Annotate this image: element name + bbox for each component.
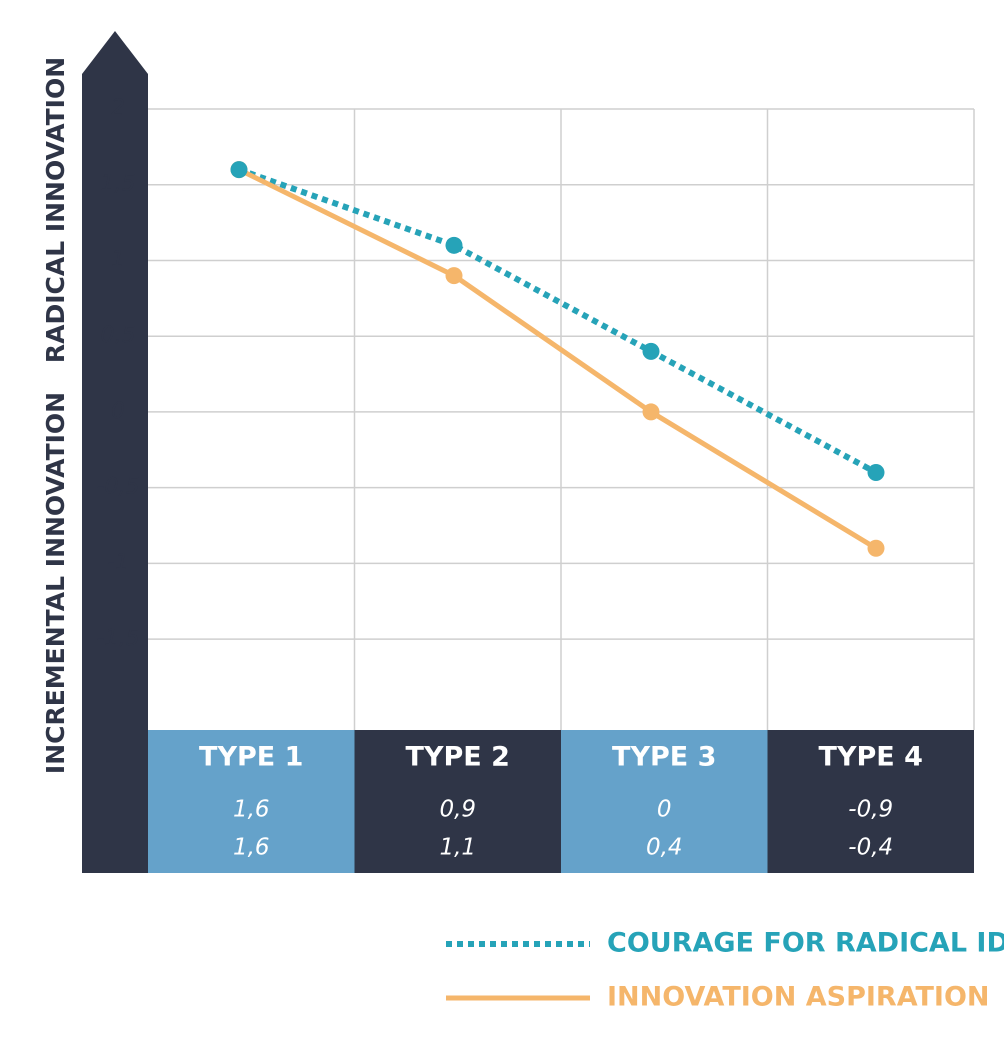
series-points (230, 161, 885, 557)
table-value-row1: 1,6 (233, 797, 270, 823)
data-table: TYPE 1 1,6 1,6 TYPE 2 0,9 1,1 TYPE 3 0 0,4 TYPE 4… (148, 730, 974, 873)
table-value-row2: 1,1 (439, 835, 476, 861)
y-axis-arrow (82, 31, 148, 873)
series-line-0 (238, 166, 878, 476)
grid (148, 108, 975, 730)
y-tick-label: 0,5 (101, 323, 136, 348)
series-point-0 (642, 342, 660, 360)
table-value-row2: 0,4 (646, 835, 683, 861)
series-point-0 (445, 236, 463, 254)
y-tick-label: 1 (111, 247, 125, 272)
y-tick-label: -1 (107, 550, 129, 575)
table-column-bg (148, 730, 355, 873)
y-tick-label: 2 (111, 96, 125, 121)
table-value-row2: -0,4 (848, 835, 893, 861)
series-line-1 (236, 167, 879, 551)
y-tick-labels: 2 1,5 1 0,5 0 -0,5 -1 -1,5 (97, 96, 140, 651)
category-label: TYPE 1 (199, 742, 303, 773)
y-tick-label: 1,5 (101, 172, 136, 197)
series-point-1 (642, 403, 660, 421)
table-column-bg (767, 730, 974, 873)
series-lines (236, 166, 879, 551)
table-column-bg (354, 730, 561, 873)
series-point-1 (867, 539, 885, 557)
category-label: TYPE 4 (819, 742, 923, 773)
table-value-row1: -0,9 (848, 797, 893, 823)
series-point-0 (867, 464, 885, 482)
y-label-incremental: INCREMENTAL INNOVATION (41, 392, 70, 774)
category-label: TYPE 3 (612, 742, 716, 773)
series-point-0 (230, 161, 248, 179)
series-point-1 (445, 267, 463, 285)
table-value-row1: 0,9 (439, 797, 476, 823)
y-tick-label: -1,5 (97, 626, 140, 651)
table-value-row2: 1,6 (233, 835, 270, 861)
table-value-row1: 0 (657, 797, 672, 823)
legend-label-aspiration: INNOVATION ASPIRATION (607, 982, 990, 1013)
legend: COURAGE FOR RADICAL IDEAS INNOVATION ASP… (446, 928, 1004, 1013)
y-label-radical: RADICAL INNOVATION (41, 57, 70, 363)
y-tick-label: 0 (111, 399, 125, 424)
legend-label-courage: COURAGE FOR RADICAL IDEAS (607, 928, 1004, 959)
category-label: TYPE 2 (406, 742, 510, 773)
table-column-bg (561, 730, 768, 873)
y-tick-label: -0,5 (97, 475, 140, 500)
